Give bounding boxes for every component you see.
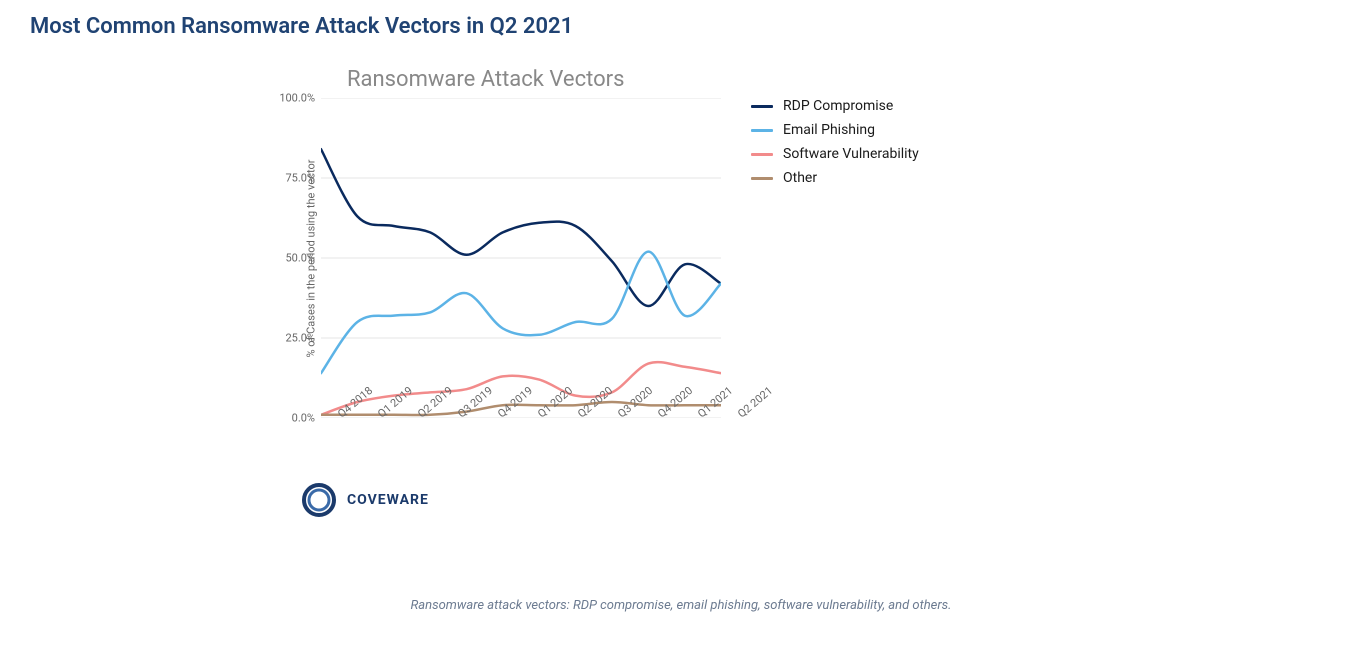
brand-logo: COVEWARE [301,482,1061,518]
legend-item: Other [751,170,919,186]
caption: Ransomware attack vectors: RDP compromis… [30,598,1332,613]
legend-label: Other [783,170,817,186]
chart-title: Ransomware Attack Vectors [347,67,1061,92]
legend: RDP Compromise Email Phishing Software Vul… [721,98,919,418]
legend-label: RDP Compromise [783,98,893,114]
legend-item: RDP Compromise [751,98,919,114]
coveware-ring-icon [301,482,337,518]
page-title: Most Common Ransomware Attack Vectors in… [30,14,1332,39]
y-tick-label: 50.0% [285,252,321,265]
legend-swatch [751,177,773,180]
legend-item: Email Phishing [751,122,919,138]
legend-swatch [751,153,773,156]
plot-area: 0.0%25.0%50.0%75.0%100.0%Q4 2018Q1 2019Q… [321,98,721,418]
legend-item: Software Vulnerability [751,146,919,162]
y-tick-label: 100.0% [279,92,321,105]
legend-label: Software Vulnerability [783,146,919,162]
legend-label: Email Phishing [783,122,875,138]
legend-swatch [751,105,773,108]
brand-name: COVEWARE [347,492,429,508]
y-tick-label: 25.0% [285,332,321,345]
chart-svg [321,98,721,418]
chart-container: Ransomware Attack Vectors % of Cases in … [30,67,1332,518]
y-tick-label: 75.0% [285,172,321,185]
legend-swatch [751,129,773,132]
series-line [321,252,721,374]
series-line [321,149,721,306]
